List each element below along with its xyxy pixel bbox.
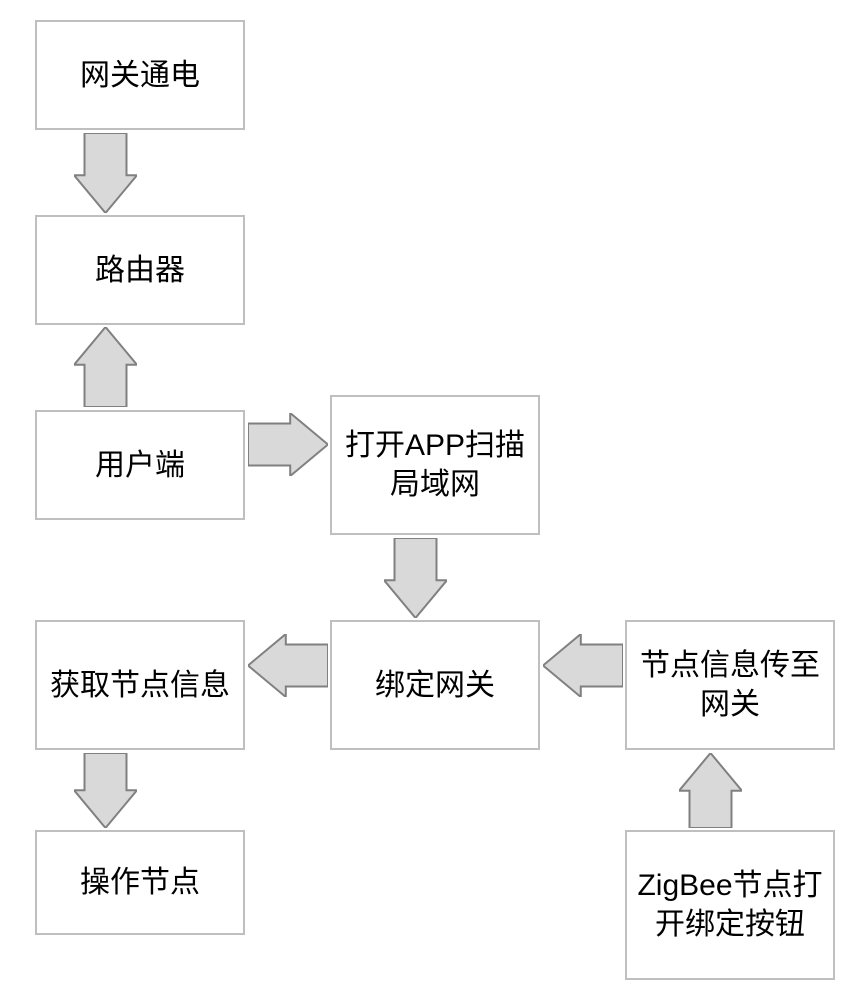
- node-label: 获取节点信息: [50, 666, 230, 705]
- arrow-a8: [679, 753, 742, 828]
- node-n3: 用户端: [35, 410, 245, 520]
- arrow-a7: [74, 753, 137, 828]
- arrow-a5: [248, 634, 328, 697]
- node-label: 网关通电: [80, 56, 200, 95]
- node-n8: 操作节点: [35, 830, 245, 935]
- node-n7: 节点信息传至网关: [625, 620, 835, 750]
- node-label: 绑定网关: [375, 666, 495, 705]
- node-n1: 网关通电: [35, 20, 245, 130]
- arrow-a6: [543, 634, 623, 697]
- arrow-a2: [74, 327, 137, 407]
- node-label: 操作节点: [80, 863, 200, 902]
- node-n4: 打开APP扫描局域网: [330, 395, 540, 535]
- arrow-a3: [248, 413, 328, 476]
- node-label: 路由器: [95, 251, 185, 290]
- node-label: 节点信息传至网关: [631, 646, 829, 724]
- flowchart-canvas: 网关通电路由器用户端 打开APP扫描局域网获取节点信息 绑定网关 节点信息传至网关操作…: [0, 0, 857, 1000]
- node-label: 用户端: [95, 446, 185, 485]
- node-label: 打开APP扫描局域网: [336, 426, 534, 504]
- node-n5: 获取节点信息: [35, 620, 245, 750]
- arrow-a4: [384, 538, 447, 618]
- arrow-a1: [74, 133, 137, 213]
- node-label: ZigBee节点打开绑定按钮: [631, 866, 829, 944]
- node-n6: 绑定网关: [330, 620, 540, 750]
- node-n2: 路由器: [35, 215, 245, 325]
- node-n9: ZigBee节点打开绑定按钮: [625, 830, 835, 980]
